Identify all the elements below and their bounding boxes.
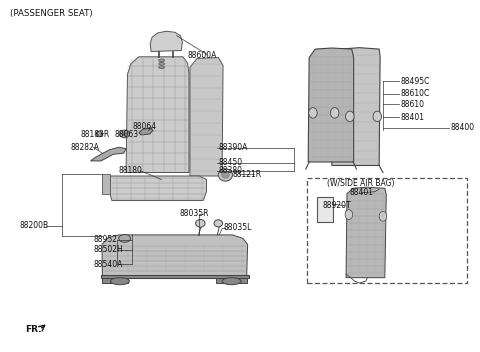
Ellipse shape xyxy=(122,132,127,136)
Text: 88401: 88401 xyxy=(400,113,424,121)
Text: 88502H: 88502H xyxy=(94,245,123,254)
Polygon shape xyxy=(102,235,248,276)
Text: 88952: 88952 xyxy=(94,235,118,244)
Polygon shape xyxy=(109,176,206,201)
Text: 88035L: 88035L xyxy=(224,224,252,232)
Text: 88540A: 88540A xyxy=(94,260,123,269)
Polygon shape xyxy=(102,174,110,194)
Polygon shape xyxy=(317,197,333,221)
Text: 88610C: 88610C xyxy=(400,89,430,98)
Ellipse shape xyxy=(330,108,339,118)
Ellipse shape xyxy=(222,172,229,178)
Ellipse shape xyxy=(214,220,223,227)
Ellipse shape xyxy=(159,59,164,62)
Polygon shape xyxy=(190,57,223,176)
Text: 88200B: 88200B xyxy=(20,221,49,230)
Text: 88121R: 88121R xyxy=(232,170,262,179)
Polygon shape xyxy=(139,128,153,135)
Text: 88495C: 88495C xyxy=(400,77,430,86)
Text: 88183R: 88183R xyxy=(80,130,109,139)
Text: (PASSENGER SEAT): (PASSENGER SEAT) xyxy=(10,10,93,18)
Ellipse shape xyxy=(218,169,232,181)
Text: 88282A: 88282A xyxy=(71,143,100,152)
Text: 88390A: 88390A xyxy=(218,144,248,152)
Ellipse shape xyxy=(222,278,241,285)
Text: 88920T: 88920T xyxy=(323,201,351,210)
Text: 88450: 88450 xyxy=(218,158,242,167)
Text: 88063: 88063 xyxy=(114,130,138,139)
Ellipse shape xyxy=(110,278,130,285)
Text: 88064: 88064 xyxy=(132,122,156,131)
Ellipse shape xyxy=(373,111,382,122)
Ellipse shape xyxy=(346,111,354,122)
Ellipse shape xyxy=(159,62,164,65)
Text: 88600A: 88600A xyxy=(188,51,217,59)
Ellipse shape xyxy=(120,130,130,138)
Ellipse shape xyxy=(309,108,317,118)
Polygon shape xyxy=(150,31,182,51)
Polygon shape xyxy=(332,48,380,165)
Polygon shape xyxy=(102,278,129,283)
Bar xyxy=(307,178,467,283)
Polygon shape xyxy=(91,147,126,161)
Ellipse shape xyxy=(345,210,353,220)
Polygon shape xyxy=(308,48,354,162)
Ellipse shape xyxy=(196,220,205,227)
Polygon shape xyxy=(216,278,247,283)
Text: 88180: 88180 xyxy=(118,166,142,175)
Text: 88610: 88610 xyxy=(400,100,424,109)
Ellipse shape xyxy=(379,212,387,221)
Ellipse shape xyxy=(96,131,102,137)
Polygon shape xyxy=(101,275,249,278)
Text: 88380: 88380 xyxy=(218,166,242,175)
Ellipse shape xyxy=(159,66,164,69)
Text: FR.: FR. xyxy=(25,325,42,334)
Text: 88401: 88401 xyxy=(349,188,373,197)
Text: 88400: 88400 xyxy=(450,123,474,132)
Text: (W/SIDE AIR BAG): (W/SIDE AIR BAG) xyxy=(327,179,395,188)
Text: 88035R: 88035R xyxy=(180,209,209,218)
Ellipse shape xyxy=(119,234,131,242)
Polygon shape xyxy=(126,57,189,172)
Polygon shape xyxy=(346,187,386,278)
